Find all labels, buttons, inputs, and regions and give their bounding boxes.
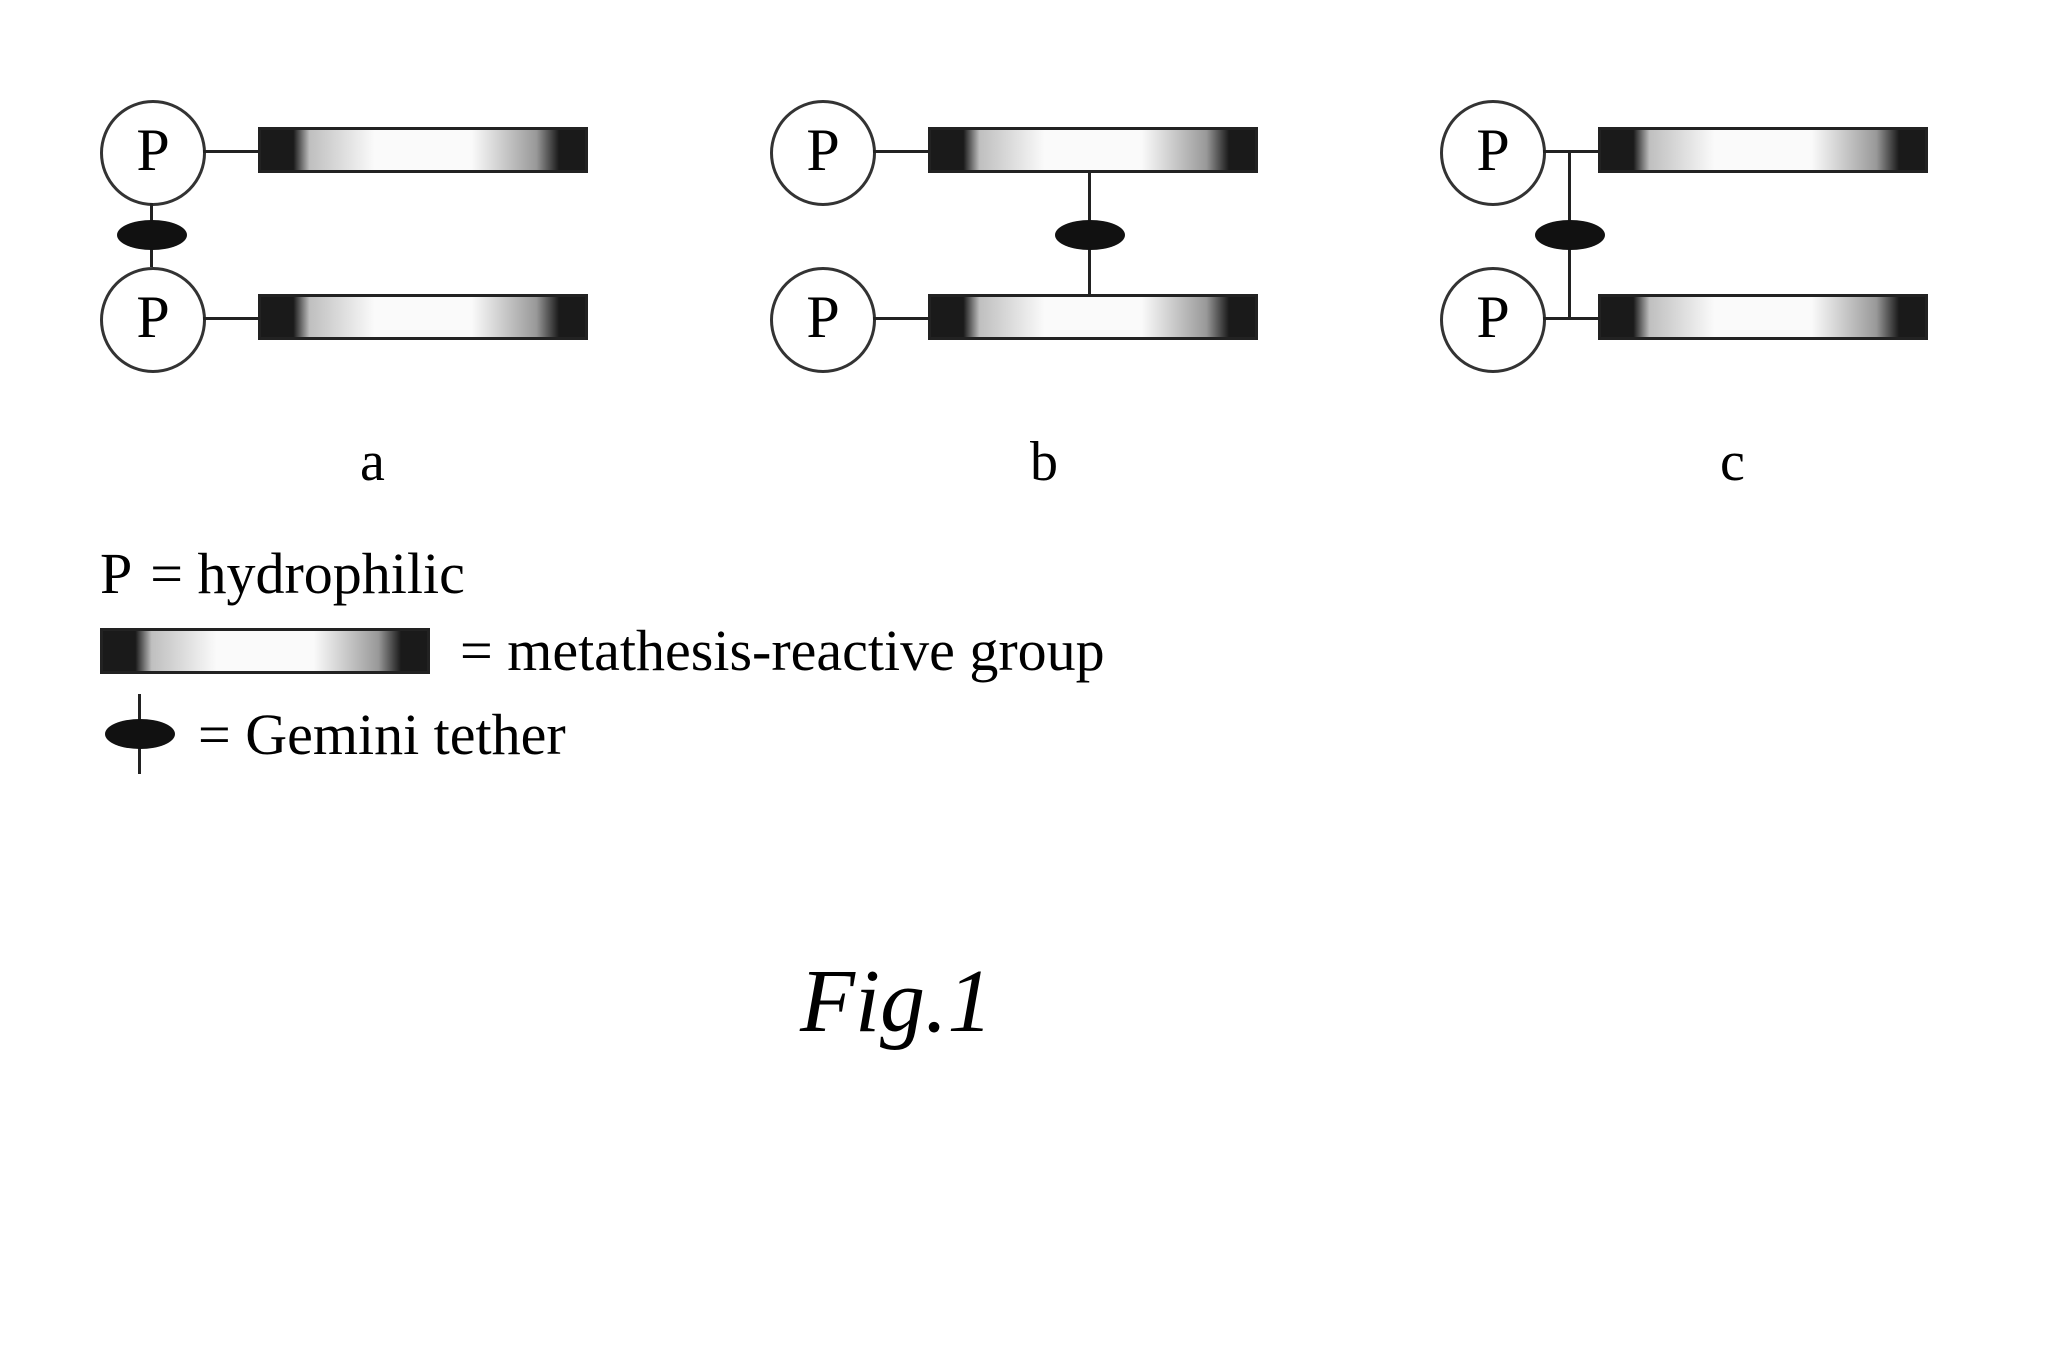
connector-h-top [203, 150, 258, 153]
subfigure-c: P P [1440, 100, 1960, 380]
bar-bottom [928, 294, 1258, 340]
subfigure-a: P P [100, 100, 620, 380]
legend: P = hydrophilic = metathesis-reactive gr… [100, 540, 1105, 784]
node-p-bottom: P [770, 267, 876, 373]
sublabel-c: c [1720, 430, 1745, 494]
connector-h-bottom [873, 317, 928, 320]
bar-bottom [258, 294, 588, 340]
legend-tether-text: = Gemini tether [198, 701, 566, 768]
node-p-bottom: P [1440, 267, 1546, 373]
legend-p-symbol: P [100, 540, 132, 607]
bar-top [928, 127, 1258, 173]
figure-container: P P P P P P [100, 100, 1960, 380]
legend-tether-icon [100, 694, 180, 774]
node-p-top: P [1440, 100, 1546, 206]
diagram-row: P P P P P P [100, 100, 1960, 380]
connector-h-top [873, 150, 928, 153]
bar-top [258, 127, 588, 173]
subfigure-b: P P [770, 100, 1290, 380]
sublabel-b: b [1030, 430, 1058, 494]
connector-h-bottom [203, 317, 258, 320]
legend-row-tether: = Gemini tether [100, 694, 1105, 774]
node-p-bottom: P [100, 267, 206, 373]
figure-caption: Fig.1 [800, 950, 992, 1053]
legend-row-p: P = hydrophilic [100, 540, 1105, 607]
sublabel-a: a [360, 430, 385, 494]
bar-top [1598, 127, 1928, 173]
legend-bar-text: = metathesis-reactive group [460, 617, 1105, 684]
legend-row-bar: = metathesis-reactive group [100, 617, 1105, 684]
gemini-tether-ellipse [1055, 220, 1125, 250]
gemini-tether-ellipse [117, 220, 187, 250]
legend-p-text: = hydrophilic [150, 540, 465, 607]
node-p-top: P [770, 100, 876, 206]
node-p-top: P [100, 100, 206, 206]
legend-bar-icon [100, 628, 430, 674]
gemini-tether-ellipse [1535, 220, 1605, 250]
bar-bottom [1598, 294, 1928, 340]
connector-h-bottom [1543, 317, 1598, 320]
